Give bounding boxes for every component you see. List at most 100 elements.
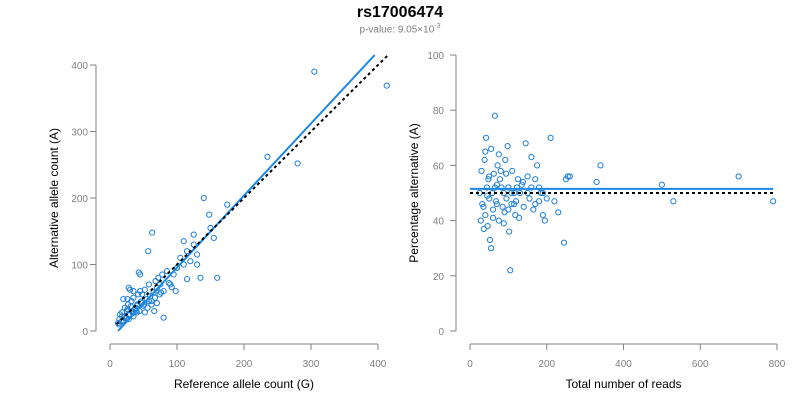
data-point xyxy=(491,184,499,191)
data-point xyxy=(496,176,504,183)
y-tick-label: 20 xyxy=(433,272,445,283)
x-tick-label: 400 xyxy=(615,359,632,370)
data-point xyxy=(491,112,499,119)
data-point xyxy=(210,234,217,241)
chart-panel-percentage: 0 200 400 600 800 0 20 40 60 80 100 Total number of… xyxy=(407,51,786,391)
y-tick-label: 0 xyxy=(438,327,444,338)
data-point xyxy=(294,160,301,167)
data-point xyxy=(498,184,505,191)
data-point xyxy=(509,167,516,175)
data-point xyxy=(477,217,484,224)
data-point xyxy=(120,295,127,303)
data-point xyxy=(206,211,213,218)
data-point xyxy=(148,297,155,305)
data-point xyxy=(153,299,160,307)
data-point xyxy=(482,148,489,155)
data-point xyxy=(488,145,495,152)
data-point xyxy=(539,189,547,197)
data-point xyxy=(519,178,527,186)
data-point xyxy=(311,68,318,75)
data-point xyxy=(149,229,156,236)
data-point xyxy=(528,184,535,191)
y-tick-label: 60 xyxy=(433,161,445,172)
data-point xyxy=(534,162,541,169)
x-axis-label: Total number of reads xyxy=(565,377,681,391)
data-point xyxy=(141,286,148,293)
data-point xyxy=(505,184,512,191)
y-axis-label: Percentage alternative (A) xyxy=(407,123,421,262)
x-tick-label: 200 xyxy=(538,359,555,370)
data-point xyxy=(541,217,548,224)
data-point xyxy=(224,201,231,208)
pvalue-exponent: -3 xyxy=(434,23,441,30)
x-tick-label: 0 xyxy=(467,359,473,370)
data-point xyxy=(480,203,487,210)
data-point xyxy=(159,271,166,278)
data-point xyxy=(144,304,151,311)
data-point xyxy=(480,225,487,232)
data-point xyxy=(532,176,539,183)
data-point xyxy=(145,248,152,255)
x-tick-label: 200 xyxy=(236,359,253,370)
y-tick-label: 200 xyxy=(71,194,88,205)
data-point xyxy=(500,220,507,227)
chart-panel-counts: 0 100 200 300 400 0 100 200 300 400 Reference alle… xyxy=(47,54,390,391)
data-point xyxy=(484,192,491,199)
data-point xyxy=(547,134,554,141)
data-point xyxy=(489,214,497,221)
data-point xyxy=(200,194,207,202)
chart-title: rs17006474 xyxy=(356,4,444,21)
data-point xyxy=(183,248,191,255)
data-point xyxy=(141,309,148,316)
data-point xyxy=(539,211,547,219)
data-point xyxy=(478,167,485,175)
data-point xyxy=(507,267,514,274)
data-point xyxy=(115,321,122,328)
data-point xyxy=(157,289,165,296)
data-point xyxy=(160,314,167,321)
data-point xyxy=(560,239,568,246)
data-point xyxy=(482,211,489,219)
data-point xyxy=(502,156,509,163)
data-point xyxy=(489,206,497,213)
data-point xyxy=(125,284,132,291)
data-point xyxy=(535,184,543,191)
data-point xyxy=(190,231,197,238)
y-tick-label: 100 xyxy=(427,51,444,62)
x-tick-label: 0 xyxy=(107,359,113,370)
data-point xyxy=(135,291,142,298)
data-point xyxy=(499,203,506,210)
data-point xyxy=(658,181,665,188)
data-point xyxy=(151,307,158,315)
y-tick-label: 40 xyxy=(433,217,445,228)
data-point xyxy=(492,198,500,205)
data-point xyxy=(194,261,201,268)
data-point xyxy=(197,274,204,281)
data-point xyxy=(486,236,494,244)
data-point xyxy=(481,156,488,163)
data-point xyxy=(503,195,510,202)
data-point xyxy=(137,271,144,278)
data-point xyxy=(670,198,677,205)
data-point xyxy=(526,195,533,202)
data-point xyxy=(530,206,537,213)
reference-line xyxy=(115,54,389,326)
x-axis-label: Reference allele count (G) xyxy=(174,377,314,391)
data-point xyxy=(187,258,194,265)
data-point xyxy=(145,281,152,288)
data-point xyxy=(551,198,558,205)
data-point xyxy=(511,200,518,208)
data-point xyxy=(518,181,525,188)
data-point xyxy=(528,154,535,161)
data-point xyxy=(493,200,500,208)
data-point xyxy=(264,153,271,160)
y-tick-label: 400 xyxy=(71,61,88,72)
x-tick-label: 800 xyxy=(769,359,786,370)
data-point xyxy=(555,209,562,216)
data-point xyxy=(532,200,539,208)
data-point xyxy=(168,284,175,291)
data-point xyxy=(564,173,571,180)
y-tick-label: 100 xyxy=(71,261,88,272)
